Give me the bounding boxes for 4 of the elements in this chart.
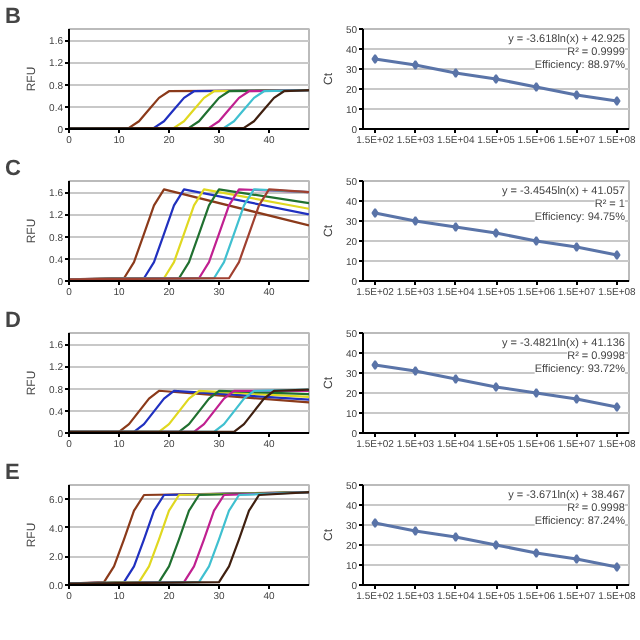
- chart-title: E: [5, 461, 20, 485]
- chart-title: D: [5, 309, 21, 333]
- chart-title: C: [5, 157, 21, 181]
- chart-title: B: [5, 5, 21, 29]
